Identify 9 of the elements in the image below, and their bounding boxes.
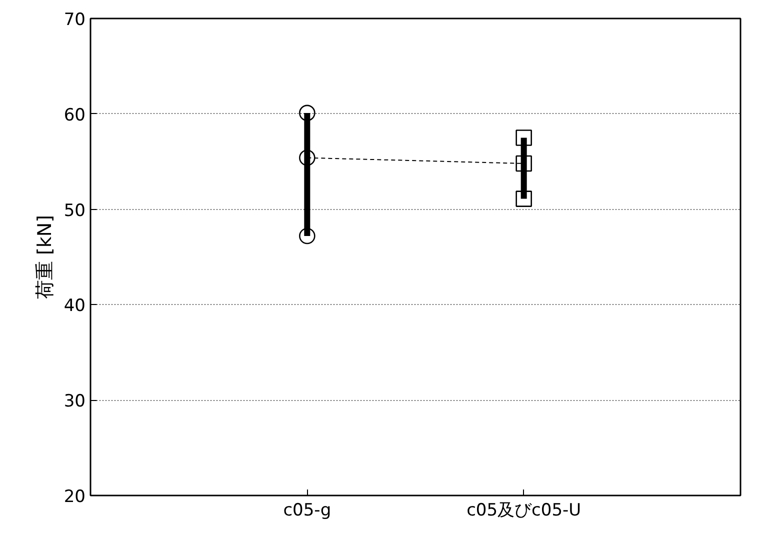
y-tick-label: 50 [64,200,86,221]
x-tick-label: c05-g [283,500,332,520]
y-tick-label: 60 [64,105,86,126]
y-axis-title: 荷重 [kN] [34,214,56,300]
y-tick-label: 40 [64,296,86,316]
x-tick-label: c05及びc05-U [466,500,582,520]
y-tick-label: 30 [64,392,86,412]
y-tick-label: 20 [64,487,86,507]
y-tick-label: 70 [64,10,86,30]
